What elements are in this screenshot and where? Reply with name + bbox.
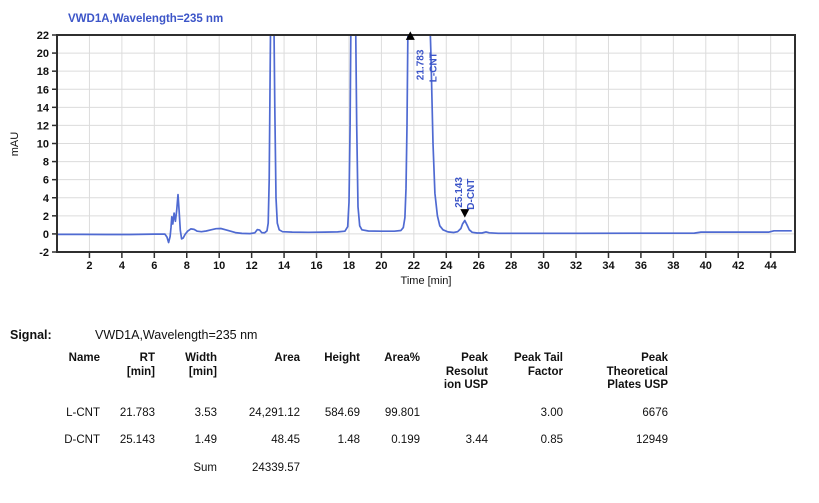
peak-annotation: 21.783 L-CNT [405,31,439,82]
x-tick-label: 4 [119,260,126,272]
y-tick-label: 8 [43,157,49,169]
table-cell [300,462,360,476]
column-header: RT [min] [126,352,155,378]
table-row: D-CNT 25.143 1.49 48.45 1.48 0.199 3.44 0.85 129… [40,434,668,448]
table-row: L-CNT 21.783 3.53 24,291.12 584.69 99.801 3.00… [40,407,668,421]
x-tick-label: 36 [635,260,647,272]
table-cell: 1.48 [337,434,360,446]
table-cell [420,462,488,476]
column-header: Peak Resolut ion USP [443,352,488,391]
table-cell: 584.69 [324,406,360,419]
table-sum-row: Sum 24339.57 [40,462,668,476]
table-cell: Sum [193,461,217,474]
chart-title: VWD1A,Wavelength=235 nm [68,13,223,25]
y-tick-label: 18 [37,66,49,78]
x-tick-label: 10 [213,260,225,272]
table-cell: 25.143 [119,434,155,446]
y-axis-label: mAU [9,132,21,157]
peak-annotation: 25.143 D-CNT [454,177,477,218]
table-cell: 0.199 [391,434,420,446]
column-header: Peak Theoretical Plates USP [606,352,668,391]
signal-value: VWD1A,Wavelength=235 nm [95,328,258,342]
table-header-row: Name RT [min] Width [min] Area Height Area% Pe… [40,352,668,393]
table-cell: 24339.57 [252,461,300,474]
table-cell [360,462,420,476]
y-tick-label: 10 [37,139,49,151]
table-cell: 3.00 [540,406,563,419]
table-cell [420,407,488,421]
table-cell [100,462,155,476]
x-axis: 2 4 6 8 10 12 14 16 18 20 22 24 26 28 30 32 34 36 38 40 42 44 [86,253,778,272]
table-cell: 6676 [642,406,668,419]
y-tick-label: 12 [37,120,49,132]
y-tick-label: -2 [39,247,49,259]
x-tick-label: 30 [537,260,549,272]
y-axis: -2 0 2 4 6 8 10 12 14 16 18 20 22 [37,30,57,259]
x-tick-label: 44 [765,260,778,272]
y-tick-label: 2 [43,211,49,223]
table-cell: 3.53 [194,406,217,419]
x-tick-label: 8 [184,260,190,272]
y-tick-label: 16 [37,84,49,96]
peak-name-label: D-CNT [466,179,477,210]
column-header: Peak Tail Factor [513,352,563,378]
peak-marker-down-triangle [460,209,470,218]
x-tick-label: 6 [151,260,157,272]
y-tick-label: 14 [37,102,50,114]
table-cell: D-CNT [64,434,100,446]
y-tick-label: 6 [43,175,49,187]
table-cell: 99.801 [384,406,420,419]
x-tick-label: 40 [700,260,712,272]
peak-marker-up-triangle [405,31,415,40]
x-tick-label: 28 [505,260,517,272]
y-tick-label: 0 [43,229,49,241]
x-tick-label: 14 [278,260,291,272]
table-cell: 21.783 [119,406,155,419]
table-cell [563,462,668,476]
x-tick-label: 16 [310,260,322,272]
table-cell: 48.45 [271,434,300,446]
table-cell: 3.44 [465,434,488,446]
table-cell: 0.85 [540,434,563,446]
column-header: Name [68,352,100,364]
table-cell: 24,291.12 [248,406,300,419]
column-header: Height [324,352,360,364]
table-cell [488,462,563,476]
x-tick-label: 22 [408,260,420,272]
peak-table: Name RT [min] Width [min] Area Height Area% Pe… [40,352,668,475]
peak-rt-label: 25.143 [454,177,465,208]
table-cell: L-CNT [66,406,100,419]
column-header: Area [274,352,300,364]
signal-row: Signal: VWD1A,Wavelength=235 nm [10,328,257,342]
x-tick-label: 24 [440,260,453,272]
x-tick-label: 12 [246,260,258,272]
chromatogram-chart: 2 4 6 8 10 12 14 16 18 20 22 24 26 28 30 32 34 36 38 40 42 44… [9,13,796,287]
x-tick-label: 32 [570,260,582,272]
x-tick-label: 2 [86,260,92,272]
table-cell: 12949 [636,434,668,446]
x-tick-label: 26 [473,260,485,272]
chromatogram-curve [58,36,792,244]
x-tick-label: 18 [343,260,355,272]
x-tick-label: 20 [375,260,387,272]
peak-name-label: L-CNT [428,52,439,82]
column-header: Width [min] [185,352,217,378]
y-tick-label: 20 [37,48,49,60]
column-header: Area% [384,352,420,364]
peak-rt-label: 21.783 [415,49,426,80]
x-tick-label: 42 [732,260,744,272]
signal-label: Signal: [10,328,52,342]
table-cell: 1.49 [194,434,217,446]
table-cell [40,462,100,476]
y-tick-label: 22 [37,30,49,42]
x-axis-label: Time [min] [401,275,452,287]
y-tick-label: 4 [43,193,50,205]
x-tick-label: 38 [667,260,679,272]
x-tick-label: 34 [602,260,615,272]
